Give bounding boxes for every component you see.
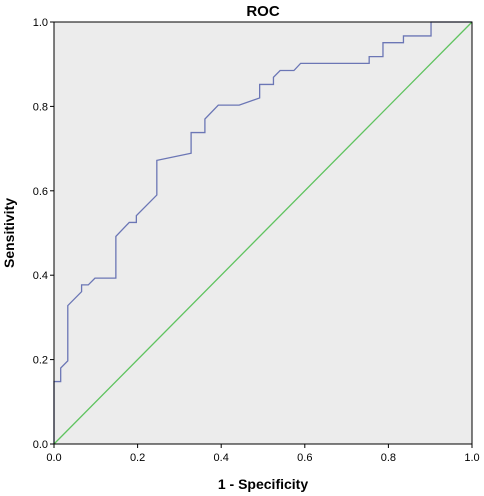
- reference-diagonal-line: [53, 21, 473, 445]
- y-tick-label: 0.4: [33, 270, 48, 282]
- x-axis-title: 1 - Specificity: [218, 476, 308, 492]
- x-tick-label: 0.4: [214, 452, 229, 464]
- chart-title: ROC: [246, 3, 280, 20]
- x-axis-ticks: 0.0 0.2 0.4 0.6 0.8 1.0: [46, 444, 480, 464]
- plot-frame: [53, 21, 473, 445]
- y-tick-label: 1.0: [33, 17, 48, 29]
- roc-curve-line: [53, 21, 472, 444]
- y-tick-label: 0.2: [33, 355, 48, 367]
- x-tick-label: 0.2: [130, 452, 145, 464]
- x-tick-label: 0.0: [46, 452, 61, 464]
- series-layer: [53, 21, 473, 445]
- x-tick-label: 0.6: [297, 452, 312, 464]
- y-axis-title: Sensitivity: [1, 198, 17, 268]
- x-tick-label: 1.0: [464, 452, 479, 464]
- y-tick-label: 0.8: [33, 101, 48, 113]
- y-tick-label: 0.0: [33, 439, 48, 451]
- y-tick-label: 0.6: [33, 186, 48, 198]
- x-tick-label: 0.8: [381, 452, 396, 464]
- y-axis-ticks: 0.0 0.2 0.4 0.6 0.8 1.0: [33, 17, 54, 451]
